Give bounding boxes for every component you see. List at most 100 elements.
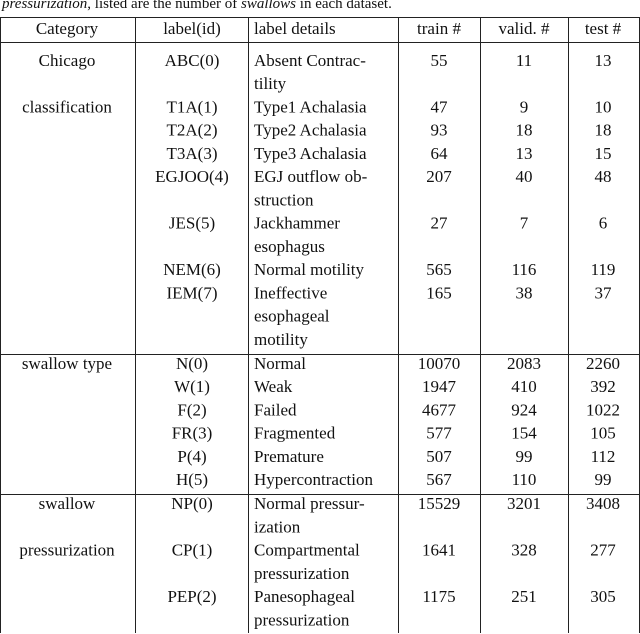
test-cell: 13 [595,51,612,70]
train-cell: 1175 [422,587,455,606]
details-cell: motility [254,330,308,349]
label-cell: W(1) [174,377,210,396]
details-cell: esophagus [254,237,325,256]
details-cell: Weak [254,377,293,396]
train-cell: 507 [426,447,452,466]
label-cell: NP(0) [171,494,213,513]
details-cell: Type1 Achalasia [254,97,367,116]
details-cell: struction [254,190,314,209]
details-cell: Fragmented [254,424,336,443]
category-cell: Chicago [39,51,96,70]
category-cell: classification [22,97,112,116]
test-cell: 6 [599,214,608,233]
label-cell: T1A(1) [167,97,218,116]
test-cell: 10 [595,97,612,116]
train-cell: 15529 [418,494,461,513]
valid-cell: 40 [516,167,533,186]
label-cell: FR(3) [172,424,213,443]
details-cell: pressurization [254,564,350,583]
label-cell: N(0) [176,354,208,373]
valid-cell: 38 [516,283,533,302]
test-cell: 99 [595,470,612,489]
train-cell: 1641 [422,541,456,560]
test-cell: 112 [591,447,616,466]
caption-part: , listed are the number of [87,0,241,12]
train-cell: 47 [431,97,449,116]
test-cell: 277 [590,541,616,560]
valid-cell: 924 [511,400,537,419]
test-cell: 2260 [586,354,620,373]
details-cell: Absent Contrac- [254,51,366,70]
train-cell: 565 [426,260,452,279]
details-cell: esophageal [254,307,330,326]
details-cell: Normal pressur- [254,494,365,513]
valid-cell: 110 [512,470,537,489]
valid-cell: 99 [516,447,533,466]
test-cell: 18 [595,121,612,140]
valid-cell: 11 [516,51,532,70]
test-cell: 1022 [586,400,620,419]
train-cell: 55 [431,51,448,70]
details-cell: Ineffective [254,283,327,302]
caption: pressurization, listed are the number of… [1,0,392,12]
valid-cell: 2083 [507,354,541,373]
test-cell: 119 [591,260,616,279]
valid-cell: 154 [511,424,537,443]
test-cell: 105 [590,424,616,443]
header-cell: test # [585,19,622,38]
train-cell: 27 [431,214,449,233]
details-cell: Type3 Achalasia [254,144,367,163]
details-cell: Panesophageal [254,587,355,606]
category-cell: pressurization [19,541,115,560]
train-cell: 93 [431,121,448,140]
caption-part: swallows [241,0,296,12]
test-cell: 37 [595,283,613,302]
label-cell: T3A(3) [167,144,218,163]
details-cell: Jackhammer [254,214,340,233]
details-cell: Normal [254,354,306,373]
valid-cell: 13 [516,144,533,163]
details-cell: EGJ outflow ob- [254,167,368,186]
header-cell: Category [36,19,99,38]
valid-cell: 18 [516,121,533,140]
header-cell: label(id) [163,19,221,38]
label-cell: NEM(6) [163,260,221,279]
valid-cell: 7 [520,214,529,233]
valid-cell: 251 [511,587,537,606]
details-cell: Premature [254,447,324,466]
valid-cell: 410 [511,377,537,396]
label-cell: H(5) [176,470,208,489]
label-cell: IEM(7) [167,283,218,302]
test-cell: 392 [590,377,616,396]
label-cell: JES(5) [169,214,215,233]
header-cell: label details [254,19,336,38]
details-cell: tility [254,74,287,93]
label-cell: ABC(0) [165,51,220,70]
test-cell: 3408 [586,494,620,513]
details-cell: Normal motility [254,260,365,279]
details-cell: Hypercontraction [254,470,373,489]
category-cell: swallow [39,494,96,513]
category-cell: swallow type [22,354,112,373]
label-cell: P(4) [177,447,206,466]
header-cell: train # [417,19,461,38]
train-cell: 165 [426,283,452,302]
label-cell: F(2) [177,400,206,419]
valid-cell: 116 [512,260,537,279]
test-cell: 305 [590,587,616,606]
header-cell: valid. # [499,19,550,38]
caption-part: pressurization [1,0,87,12]
label-cell: CP(1) [172,541,213,560]
train-cell: 577 [426,424,452,443]
caption-part: in each dataset. [296,0,392,12]
valid-cell: 328 [511,541,537,560]
details-cell: Failed [254,400,297,419]
valid-cell: 3201 [507,494,541,513]
details-cell: ization [254,517,301,536]
valid-cell: 9 [520,97,529,116]
details-cell: Type2 Achalasia [254,121,367,140]
train-cell: 4677 [422,400,457,419]
label-cell: T2A(2) [167,121,218,140]
details-cell: pressurization [254,610,350,629]
